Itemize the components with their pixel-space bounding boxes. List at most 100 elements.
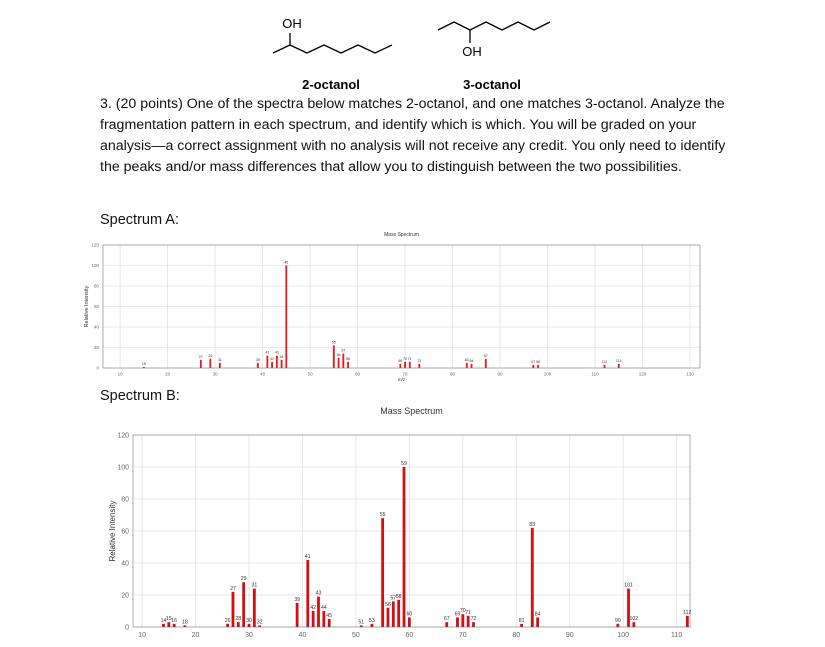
peak-label: 53	[369, 618, 375, 624]
chart-title: Mass Spectrum	[380, 406, 443, 416]
peak-label: 70	[460, 608, 466, 614]
bar	[236, 622, 240, 627]
bar	[617, 363, 620, 368]
peak-label: 45	[284, 261, 288, 265]
bar	[342, 353, 345, 368]
peak-label: 83	[529, 522, 535, 528]
x-tick-label: 60	[355, 372, 361, 377]
spectrum-label: Spectrum A:	[100, 212, 179, 228]
y-axis-label: Relative Intensity	[108, 501, 117, 562]
bar	[465, 362, 468, 368]
peak-label: 18	[182, 619, 188, 625]
bar	[603, 364, 606, 368]
peak-label: 84	[470, 359, 474, 363]
x-tick-label: 90	[498, 372, 504, 377]
x-tick-label: 80	[450, 372, 456, 377]
x-tick-label: 10	[118, 372, 124, 377]
y-tick-label: 80	[121, 496, 129, 503]
y-tick-label: 20	[94, 345, 100, 350]
y-axis-label: Relative Intensity	[84, 285, 90, 327]
x-tick-label: 60	[405, 632, 413, 639]
bar	[322, 611, 326, 627]
peak-label: 56	[385, 602, 391, 608]
peak-label: 72	[471, 616, 477, 622]
bar	[470, 363, 473, 368]
x-tick-label: 90	[566, 632, 574, 639]
bar	[306, 559, 310, 627]
y-tick-label: 40	[121, 560, 129, 567]
peak-label: 44	[321, 605, 327, 611]
bar	[199, 359, 202, 368]
bar	[347, 361, 349, 368]
peak-label: 57	[390, 595, 396, 601]
peak-label: 60	[406, 611, 412, 617]
peak-label: 44	[280, 355, 284, 359]
y-tick-label: 120	[91, 243, 99, 248]
x-tick-label: 100	[617, 632, 629, 639]
peak-label: 59	[401, 461, 407, 467]
x-tick-label: 10	[138, 632, 146, 639]
peak-label: 14	[161, 618, 167, 624]
x-tick-label: 40	[260, 372, 266, 377]
bar	[266, 355, 269, 368]
x-tick-label: 50	[308, 372, 314, 377]
peak-label: 31	[218, 358, 222, 362]
peak-label: 57	[341, 349, 345, 353]
bar	[359, 625, 363, 627]
peak-label: 73	[417, 359, 421, 363]
bar	[685, 615, 689, 627]
bar	[252, 588, 256, 627]
peak-label: 43	[275, 351, 279, 355]
x-tick-label: 120	[639, 372, 647, 377]
chart-title: Mass Spectrum	[384, 232, 419, 238]
peak-label: 41	[305, 554, 311, 560]
bar	[242, 582, 246, 627]
bar	[472, 622, 475, 627]
x-tick-label: 100	[544, 372, 552, 377]
peak-label: 27	[230, 586, 236, 592]
peak-label: 28	[235, 616, 241, 622]
bar	[247, 623, 251, 627]
peak-label: 16	[171, 618, 177, 624]
peak-label: 58	[396, 594, 402, 600]
x-tick-label: 130	[686, 372, 694, 377]
peak-label: 70	[403, 357, 407, 361]
bar	[402, 467, 406, 627]
bar	[337, 357, 340, 368]
bar	[311, 611, 315, 627]
y-tick-label: 0	[96, 366, 99, 371]
bar	[445, 622, 449, 627]
peak-label: 56	[337, 353, 341, 357]
peak-label: 71	[465, 610, 471, 616]
y-tick-label: 60	[121, 528, 129, 535]
bar	[162, 623, 165, 627]
bar	[408, 361, 411, 368]
molecule-name: 3-octanol	[463, 77, 521, 92]
bar	[381, 518, 385, 627]
peak-label: 112	[602, 360, 608, 364]
x-tick-label: 110	[671, 632, 682, 639]
peak-label: 69	[455, 611, 461, 617]
peak-label: 55	[332, 340, 336, 344]
bar	[397, 599, 401, 627]
bar	[275, 355, 278, 368]
peak-label: 42	[310, 605, 316, 611]
bar	[271, 361, 273, 368]
bar	[280, 359, 283, 368]
bar	[632, 622, 636, 627]
bar	[391, 601, 395, 627]
bar	[167, 622, 171, 627]
peak-label: 15	[142, 362, 146, 366]
bar	[537, 364, 539, 368]
peak-label: 29	[241, 576, 247, 582]
peak-label: 98	[536, 360, 540, 364]
carbon-chain	[437, 21, 551, 31]
y-tick-label: 20	[121, 592, 129, 599]
peak-label: 115	[616, 359, 622, 363]
x-axis-label: m/z	[398, 377, 406, 382]
bar	[327, 619, 331, 627]
peak-label: 71	[408, 357, 412, 361]
y-tick-label: 100	[91, 263, 99, 268]
peak-label: 26	[225, 618, 231, 624]
bar	[407, 617, 411, 627]
